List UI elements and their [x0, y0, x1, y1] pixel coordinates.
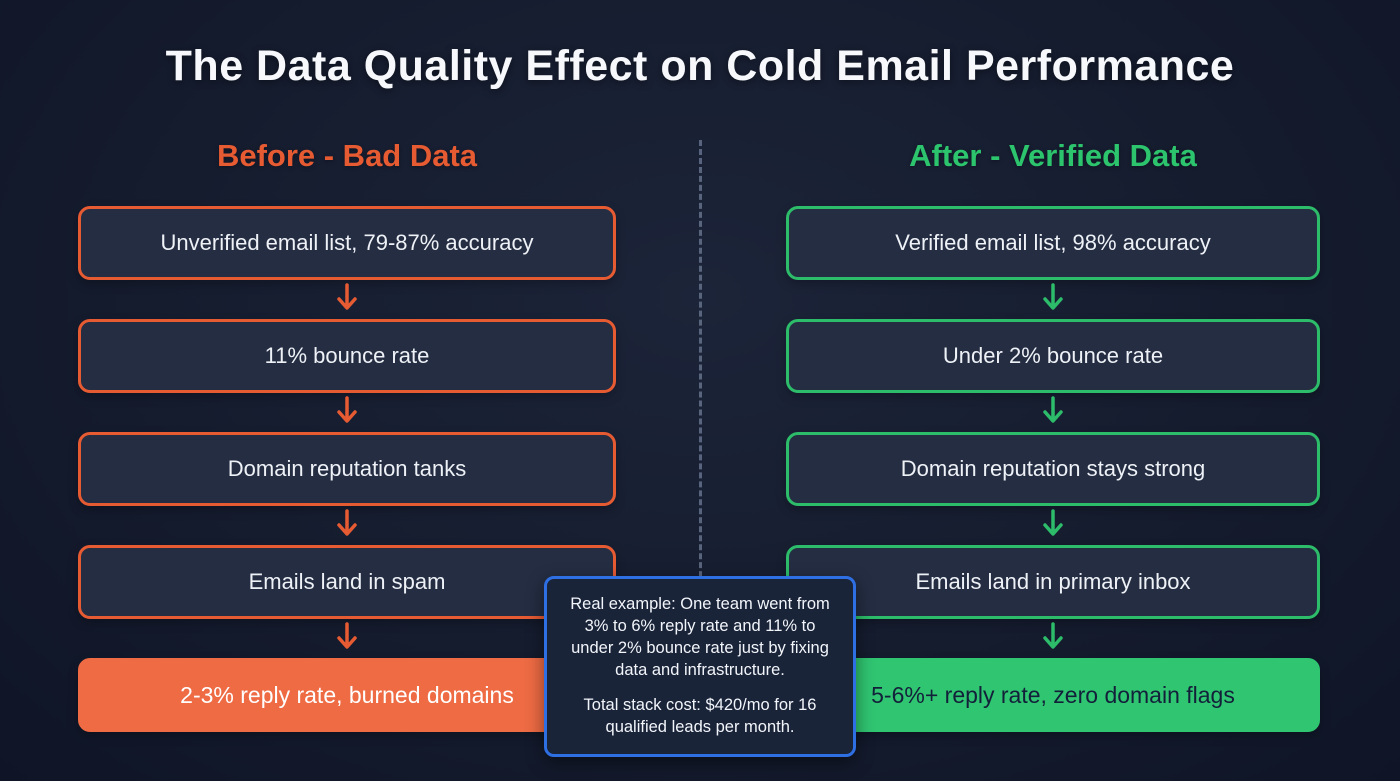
before-step-1: Unverified email list, 79-87% accuracy [78, 206, 616, 280]
before-flow: Unverified email list, 79-87% accuracy 1… [78, 206, 616, 732]
before-column-header: Before - Bad Data [216, 138, 478, 173]
before-result-box: 2-3% reply rate, burned domains [78, 658, 616, 732]
down-arrow-icon [78, 280, 616, 319]
before-step-2: 11% bounce rate [78, 319, 616, 393]
down-arrow-icon [78, 619, 616, 658]
down-arrow-icon [78, 393, 616, 432]
down-arrow-icon [786, 393, 1320, 432]
after-column-header: After - Verified Data [909, 138, 1197, 173]
down-arrow-icon [78, 506, 616, 545]
after-step-3: Domain reputation stays strong [786, 432, 1320, 506]
after-flow: Verified email list, 98% accuracy Under … [786, 206, 1320, 732]
after-step-4: Emails land in primary inbox [786, 545, 1320, 619]
down-arrow-icon [786, 619, 1320, 658]
callout-paragraph-1: Real example: One team went from 3% to 6… [570, 595, 830, 679]
down-arrow-icon [786, 280, 1320, 319]
column-divider [699, 140, 702, 658]
down-arrow-icon [786, 506, 1320, 545]
before-step-4: Emails land in spam [78, 545, 616, 619]
after-step-1: Verified email list, 98% accuracy [786, 206, 1320, 280]
page-title: The Data Quality Effect on Cold Email Pe… [165, 42, 1235, 90]
callout-paragraph-2: Total stack cost: $420/mo for 16 qualifi… [583, 696, 817, 737]
after-result-box: 5-6%+ reply rate, zero domain flags [786, 658, 1320, 732]
example-callout: Real example: One team went from 3% to 6… [544, 576, 856, 757]
before-step-3: Domain reputation tanks [78, 432, 616, 506]
after-step-2: Under 2% bounce rate [786, 319, 1320, 393]
